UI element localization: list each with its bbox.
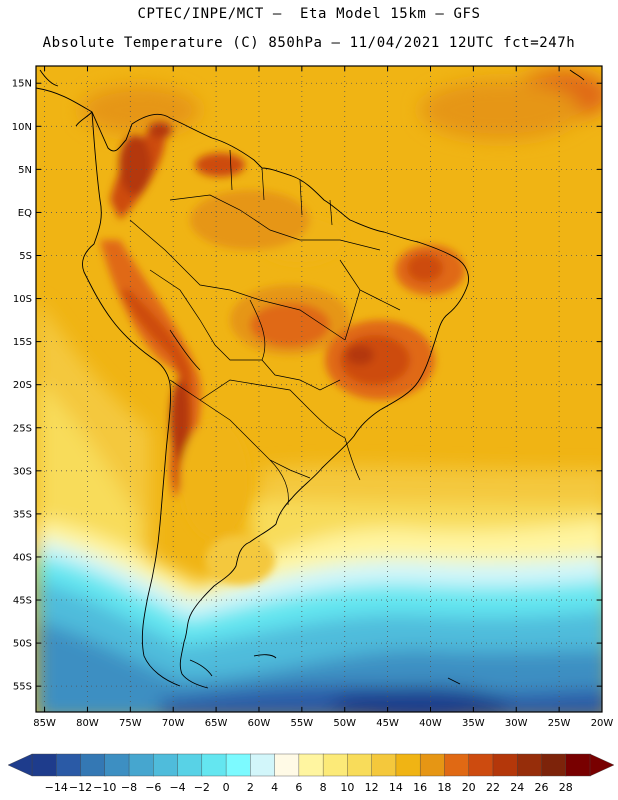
- colorbar-label: −2: [194, 781, 210, 794]
- lat-label: 45S: [13, 596, 32, 607]
- lat-label: 5N: [18, 165, 32, 176]
- lat-label: 25S: [13, 423, 32, 434]
- lat-label: 50S: [13, 639, 32, 650]
- lon-label: 55W: [291, 718, 314, 729]
- lat-label: EQ: [18, 208, 32, 219]
- colorbar-swatch: [492, 753, 518, 777]
- temperature-field: [36, 66, 602, 712]
- lon-label: 40W: [419, 718, 442, 729]
- lon-label: 45W: [376, 718, 399, 729]
- map-subtitle: Absolute Temperature (C) 850hPa – 11/04/…: [42, 35, 576, 51]
- colorbar-swatch: [371, 753, 397, 777]
- colorbar-label: 24: [510, 781, 524, 794]
- colorbar-swatch: [298, 753, 324, 777]
- colorbar-label: −4: [169, 781, 185, 794]
- colorbar: −14 −12 −10 −8 −6 −4 −2 0 2 4 6 8 10 12 14 16 18 20 22 24 26…: [7, 753, 615, 794]
- lat-label: 15S: [13, 337, 32, 348]
- lon-label: 65W: [205, 718, 228, 729]
- colorbar-label: 10: [340, 781, 354, 794]
- colorbar-swatch: [104, 753, 130, 777]
- colorbar-swatch: [517, 753, 543, 777]
- colorbar-swatch: [80, 753, 106, 777]
- colorbar-swatch: [541, 753, 567, 777]
- lon-label: 85W: [33, 718, 56, 729]
- longitude-axis: 85W 80W 75W 70W 65W 60W 55W 50W 45W 40W 35W 30W 25W 2…: [33, 66, 613, 729]
- colorbar-swatch: [201, 753, 227, 777]
- lat-label: 40S: [13, 552, 32, 563]
- colorbar-label: −6: [145, 781, 161, 794]
- colorbar-label: 0: [223, 781, 230, 794]
- lon-label: 70W: [162, 718, 185, 729]
- lon-label: 80W: [76, 718, 99, 729]
- lat-label: 30S: [13, 466, 32, 477]
- colorbar-under-arrow: [7, 753, 33, 777]
- lon-label: 50W: [333, 718, 356, 729]
- colorbar-swatch: [565, 753, 591, 777]
- lon-label: 30W: [505, 718, 528, 729]
- colorbar-label: 8: [320, 781, 327, 794]
- lon-label: 60W: [248, 718, 271, 729]
- colorbar-label: 22: [486, 781, 500, 794]
- colorbar-swatch: [347, 753, 373, 777]
- colorbar-label: 28: [559, 781, 573, 794]
- lat-label: 5S: [19, 251, 32, 262]
- lon-label: 35W: [462, 718, 485, 729]
- colorbar-over-arrow: [589, 753, 615, 777]
- colorbar-swatch: [250, 753, 276, 777]
- colorbar-swatch: [128, 753, 155, 777]
- lat-label: 20S: [13, 380, 32, 391]
- colorbar-swatch: [177, 753, 203, 777]
- colorbar-label: 18: [437, 781, 451, 794]
- lon-label: 75W: [119, 718, 142, 729]
- colorbar-label: −12: [69, 781, 92, 794]
- coastlines: [36, 69, 585, 689]
- colorbar-swatch: [419, 753, 446, 777]
- lat-label: 10S: [13, 294, 32, 305]
- colorbar-swatch: [225, 753, 252, 777]
- colorbar-swatch: [31, 753, 57, 777]
- colorbar-label: 6: [295, 781, 302, 794]
- colorbar-label: 20: [462, 781, 476, 794]
- colorbar-swatch: [322, 753, 349, 777]
- lat-label: 55S: [13, 682, 32, 693]
- colorbar-label: 16: [413, 781, 427, 794]
- colorbar-swatch: [444, 753, 470, 777]
- colorbar-swatch: [274, 753, 300, 777]
- colorbar-label: 14: [389, 781, 403, 794]
- lat-label: 10N: [12, 122, 32, 133]
- colorbar-label: 4: [271, 781, 278, 794]
- lon-label: 20W: [591, 718, 614, 729]
- colorbar-label: 26: [534, 781, 548, 794]
- colorbar-swatch: [153, 753, 179, 777]
- colorbar-label: −8: [121, 781, 137, 794]
- latitude-axis: 15N 10N 5N EQ 5S 10S 15S 20S 25S 30S 35S 40S 45S 50S 5…: [12, 79, 602, 693]
- map-frame: [35, 65, 603, 713]
- map-title: CPTEC/INPE/MCT – Eta Model 15km – GFS: [137, 6, 481, 22]
- colorbar-label: 2: [247, 781, 254, 794]
- colorbar-label: −10: [93, 781, 116, 794]
- colorbar-swatch: [468, 753, 494, 777]
- lat-label: 35S: [13, 509, 32, 520]
- colorbar-label: −14: [45, 781, 68, 794]
- lat-label: 15N: [12, 79, 32, 90]
- colorbar-swatch: [395, 753, 421, 777]
- colorbar-label: 12: [365, 781, 379, 794]
- colorbar-swatch: [56, 753, 82, 777]
- lon-label: 25W: [548, 718, 571, 729]
- country-borders: [129, 149, 401, 506]
